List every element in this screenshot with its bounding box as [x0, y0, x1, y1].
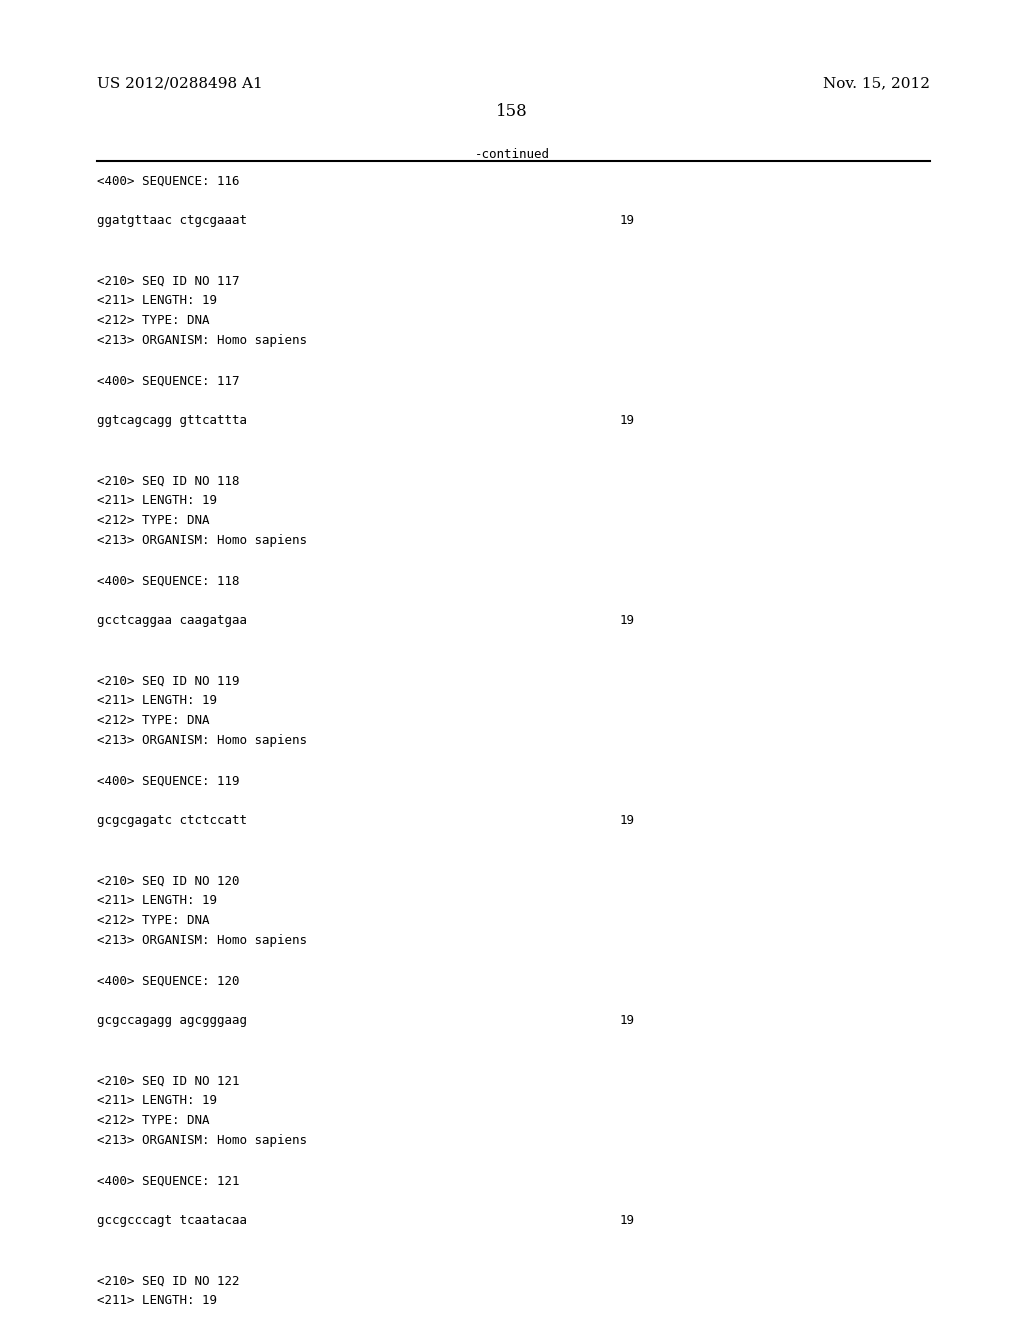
Text: gcgccagagg agcgggaag: gcgccagagg agcgggaag [97, 1014, 247, 1027]
Text: <211> LENGTH: 19: <211> LENGTH: 19 [97, 694, 217, 708]
Text: <211> LENGTH: 19: <211> LENGTH: 19 [97, 1294, 217, 1307]
Text: <211> LENGTH: 19: <211> LENGTH: 19 [97, 494, 217, 507]
Text: <210> SEQ ID NO 121: <210> SEQ ID NO 121 [97, 1074, 240, 1088]
Text: gcgcgagatc ctctccatt: gcgcgagatc ctctccatt [97, 814, 247, 828]
Text: Nov. 15, 2012: Nov. 15, 2012 [823, 77, 930, 91]
Text: <213> ORGANISM: Homo sapiens: <213> ORGANISM: Homo sapiens [97, 535, 307, 548]
Text: <212> TYPE: DNA: <212> TYPE: DNA [97, 714, 210, 727]
Text: <400> SEQUENCE: 119: <400> SEQUENCE: 119 [97, 774, 240, 787]
Text: <400> SEQUENCE: 117: <400> SEQUENCE: 117 [97, 375, 240, 387]
Text: <213> ORGANISM: Homo sapiens: <213> ORGANISM: Homo sapiens [97, 935, 307, 948]
Text: 158: 158 [496, 103, 528, 120]
Text: gcctcaggaa caagatgaa: gcctcaggaa caagatgaa [97, 614, 247, 627]
Text: 19: 19 [620, 1014, 635, 1027]
Text: <212> TYPE: DNA: <212> TYPE: DNA [97, 314, 210, 327]
Text: <400> SEQUENCE: 118: <400> SEQUENCE: 118 [97, 574, 240, 587]
Text: US 2012/0288498 A1: US 2012/0288498 A1 [97, 77, 263, 91]
Text: <400> SEQUENCE: 120: <400> SEQUENCE: 120 [97, 974, 240, 987]
Text: <210> SEQ ID NO 122: <210> SEQ ID NO 122 [97, 1274, 240, 1287]
Text: <211> LENGTH: 19: <211> LENGTH: 19 [97, 1094, 217, 1107]
Text: 19: 19 [620, 614, 635, 627]
Text: <210> SEQ ID NO 120: <210> SEQ ID NO 120 [97, 874, 240, 887]
Text: <210> SEQ ID NO 118: <210> SEQ ID NO 118 [97, 474, 240, 487]
Text: <213> ORGANISM: Homo sapiens: <213> ORGANISM: Homo sapiens [97, 734, 307, 747]
Text: <213> ORGANISM: Homo sapiens: <213> ORGANISM: Homo sapiens [97, 334, 307, 347]
Text: <212> TYPE: DNA: <212> TYPE: DNA [97, 515, 210, 527]
Text: 19: 19 [620, 1214, 635, 1228]
Text: <400> SEQUENCE: 121: <400> SEQUENCE: 121 [97, 1175, 240, 1187]
Text: <210> SEQ ID NO 117: <210> SEQ ID NO 117 [97, 275, 240, 288]
Text: gccgcccagt tcaatacaa: gccgcccagt tcaatacaa [97, 1214, 247, 1228]
Text: ggtcagcagg gttcattta: ggtcagcagg gttcattta [97, 414, 247, 428]
Text: <212> TYPE: DNA: <212> TYPE: DNA [97, 915, 210, 927]
Text: 19: 19 [620, 814, 635, 828]
Text: <210> SEQ ID NO 119: <210> SEQ ID NO 119 [97, 675, 240, 688]
Text: ggatgttaac ctgcgaaat: ggatgttaac ctgcgaaat [97, 214, 247, 227]
Text: <212> TYPE: DNA: <212> TYPE: DNA [97, 1114, 210, 1127]
Text: <211> LENGTH: 19: <211> LENGTH: 19 [97, 894, 217, 907]
Text: 19: 19 [620, 214, 635, 227]
Text: <400> SEQUENCE: 116: <400> SEQUENCE: 116 [97, 174, 240, 187]
Text: -continued: -continued [474, 148, 550, 161]
Text: 19: 19 [620, 414, 635, 428]
Text: <213> ORGANISM: Homo sapiens: <213> ORGANISM: Homo sapiens [97, 1134, 307, 1147]
Text: <211> LENGTH: 19: <211> LENGTH: 19 [97, 294, 217, 308]
